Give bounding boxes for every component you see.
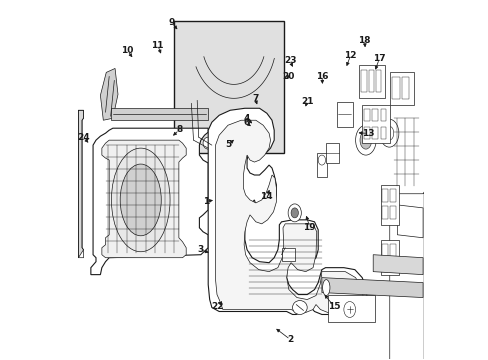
Text: 12: 12 [344,51,356,60]
Text: 3: 3 [197,246,203,255]
Bar [375,71,381,92]
Bar [381,244,387,272]
Bar [401,77,408,99]
Bar [358,66,384,98]
Bar [389,189,395,202]
Text: 14: 14 [260,192,272,201]
Polygon shape [215,120,363,312]
Bar [281,248,294,261]
Bar [364,109,369,121]
Text: 13: 13 [361,129,374,138]
Ellipse shape [384,126,393,140]
Bar [361,71,366,92]
Text: 1: 1 [203,197,209,206]
Text: 16: 16 [315,72,327,81]
Polygon shape [321,278,422,298]
Polygon shape [102,140,186,258]
Text: 10: 10 [121,46,134,55]
Ellipse shape [287,204,301,222]
Bar [380,185,398,225]
Text: 11: 11 [151,41,163,50]
Bar [380,240,398,275]
Text: 2: 2 [286,335,293,344]
Text: 18: 18 [358,36,370,45]
Ellipse shape [379,119,398,147]
Bar [325,143,339,163]
Text: 7: 7 [251,94,258,103]
Text: 5: 5 [225,140,231,149]
Polygon shape [78,110,83,258]
Bar [389,244,395,272]
Text: 23: 23 [283,57,296,66]
Polygon shape [397,205,422,238]
Text: 15: 15 [327,302,340,311]
Text: 22: 22 [211,302,224,311]
FancyBboxPatch shape [389,192,423,360]
Bar [372,109,378,121]
Bar [364,127,369,139]
Ellipse shape [318,155,325,165]
Polygon shape [372,255,422,275]
Ellipse shape [120,164,161,236]
Text: 20: 20 [282,72,294,81]
Bar [380,127,386,139]
Polygon shape [100,68,118,120]
Text: 19: 19 [303,223,315,232]
Bar [381,189,387,202]
Bar [391,77,399,99]
Bar [372,127,378,139]
Bar [317,153,326,177]
Text: 21: 21 [301,96,313,105]
Polygon shape [91,128,208,275]
Bar [110,108,208,120]
Ellipse shape [292,301,306,315]
Text: 6: 6 [243,118,249,127]
Text: 17: 17 [372,54,385,63]
Text: 24: 24 [78,133,90,142]
Bar [389,72,413,105]
Ellipse shape [290,208,298,218]
Bar [327,294,375,323]
Bar [381,206,387,219]
Ellipse shape [343,302,355,318]
Ellipse shape [203,137,213,149]
Bar [362,105,389,143]
Ellipse shape [359,131,371,149]
Polygon shape [208,108,366,315]
Text: 8: 8 [176,125,182,134]
Bar [380,109,386,121]
Text: 9: 9 [168,18,174,27]
Ellipse shape [355,125,375,155]
Ellipse shape [322,280,329,296]
Bar [173,21,283,153]
Bar [368,71,373,92]
Ellipse shape [111,148,170,252]
Bar [336,102,352,127]
Bar [389,206,395,219]
Text: 4: 4 [244,114,250,123]
